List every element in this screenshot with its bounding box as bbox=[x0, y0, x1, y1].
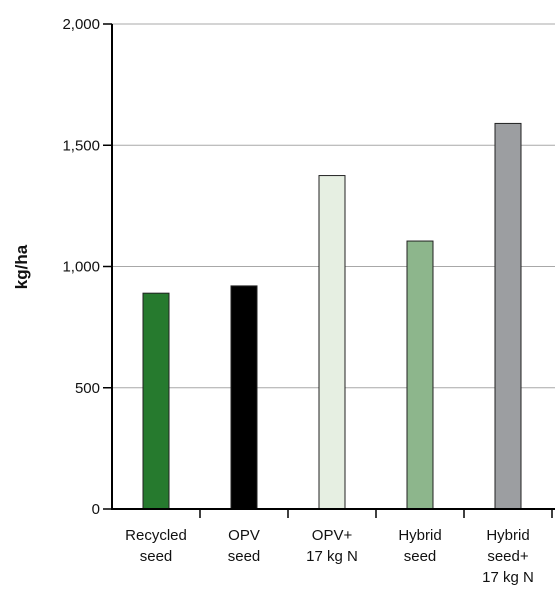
x-category-label: OPV seed bbox=[228, 527, 261, 565]
bar bbox=[406, 240, 434, 510]
x-category-label: OPV+ 17 kg N bbox=[306, 527, 358, 565]
x-category-label: Hybrid seed+ 17 kg N bbox=[482, 527, 534, 586]
bar bbox=[494, 122, 522, 510]
bar bbox=[142, 292, 170, 510]
y-tick-labels: 0 500 1,000 1,500 2,000 bbox=[62, 16, 100, 518]
axes bbox=[103, 23, 555, 518]
x-category-label: Recycled seed bbox=[125, 527, 187, 565]
bar bbox=[318, 175, 346, 510]
bar bbox=[230, 285, 258, 510]
y-tick-label: 1,000 bbox=[62, 259, 100, 276]
y-axis-label: kg/ha bbox=[12, 244, 31, 289]
x-category-labels: Recycled seed OPV seed OPV+ 17 kg N Hybrid seed… bbox=[125, 527, 534, 586]
x-category-label: Hybrid seed bbox=[398, 527, 441, 565]
y-tick-label: 500 bbox=[75, 380, 100, 397]
y-tick-label: 1,500 bbox=[62, 137, 100, 154]
bars bbox=[142, 122, 522, 510]
y-tick-label: 2,000 bbox=[62, 16, 100, 33]
y-tick-label: 0 bbox=[92, 501, 100, 518]
